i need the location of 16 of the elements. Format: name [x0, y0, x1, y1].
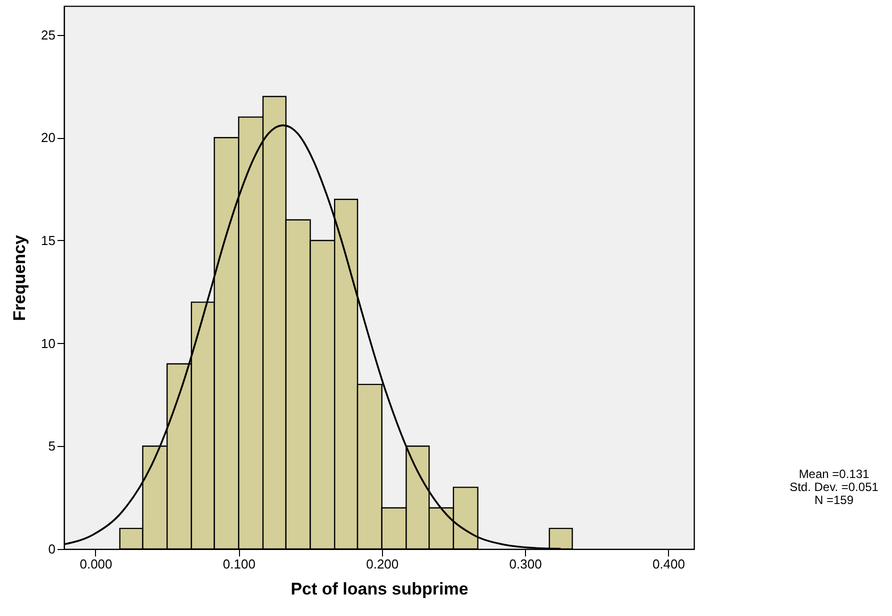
x-tick-label: 0.000	[80, 556, 112, 572]
text: Mean =0.131	[798, 467, 870, 481]
y-tick-label: 0	[48, 542, 56, 556]
x-axis-title: Pct of loans subprime	[290, 580, 468, 598]
y-axis-title: Frequency	[10, 234, 30, 321]
y-tick-label: 5	[48, 438, 56, 454]
y-tick-label: 15	[41, 232, 56, 248]
x-tick-label: 0.400	[652, 556, 685, 572]
y-tick-label: 25	[41, 27, 56, 42]
text: N =159	[814, 493, 854, 507]
x-tick-label: 0.100	[222, 556, 256, 572]
x-tick-label: 0.300	[509, 556, 542, 572]
text: Std. Dev. =0.051	[790, 480, 879, 494]
y-tick-label: 10	[41, 336, 56, 351]
y-tick-label: 20	[41, 130, 56, 146]
x-tick-label: 0.200	[366, 556, 399, 572]
